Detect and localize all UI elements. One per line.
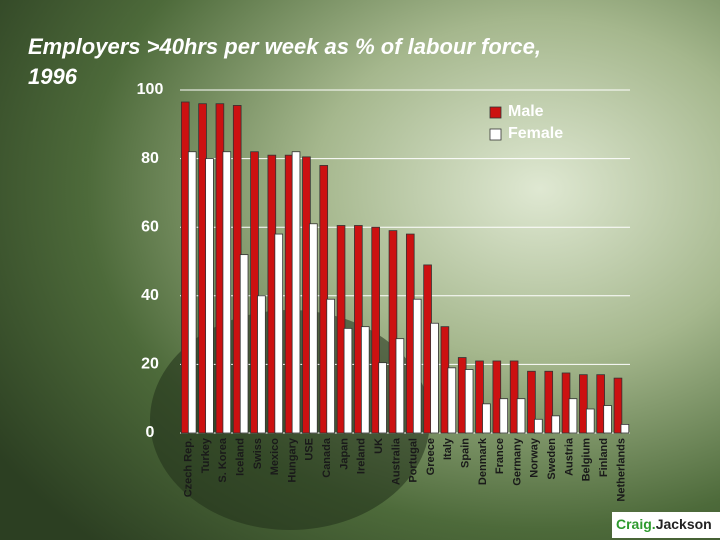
x-tick-label: Hungary xyxy=(286,437,298,483)
y-tick-label: 60 xyxy=(141,218,159,235)
bar xyxy=(499,398,509,434)
x-tick-label: Czech Rep. xyxy=(183,438,195,497)
legend-swatch xyxy=(489,128,502,141)
bar xyxy=(371,226,380,434)
bar xyxy=(585,408,595,434)
bar xyxy=(464,369,474,434)
bar xyxy=(551,415,560,434)
logo: Craig.Jackson xyxy=(616,516,712,532)
bar xyxy=(343,327,353,434)
x-tick-label: Sweden xyxy=(546,438,558,480)
bar xyxy=(205,158,214,434)
x-tick-label: Germany xyxy=(511,437,523,486)
bar xyxy=(274,233,284,434)
bar xyxy=(239,254,249,434)
x-tick-label: Iceland xyxy=(234,438,246,476)
bar xyxy=(482,403,491,434)
bar xyxy=(291,151,301,434)
legend-label: Female xyxy=(508,125,563,142)
x-tick-label: Canada xyxy=(321,437,333,478)
bar xyxy=(360,326,370,434)
x-tick-label: Finland xyxy=(598,438,610,477)
bar xyxy=(509,360,519,434)
bar xyxy=(568,398,578,434)
logo-box xyxy=(612,512,720,538)
x-tick-label: Mexico xyxy=(269,438,281,476)
bar xyxy=(620,424,630,434)
bar xyxy=(596,374,605,434)
x-tick-label: Ireland xyxy=(356,438,368,474)
y-tick-label: 0 xyxy=(146,424,155,441)
x-tick-label: Italy xyxy=(442,437,454,460)
bar xyxy=(613,377,623,434)
bar xyxy=(257,295,266,434)
bar xyxy=(326,298,335,434)
legend-label: Male xyxy=(508,103,544,120)
logo-second: Jackson xyxy=(656,516,712,532)
x-tick-label: S. Korea xyxy=(217,437,229,483)
y-tick-label: 20 xyxy=(141,356,159,373)
x-tick-label: Belgium xyxy=(581,438,593,482)
bar xyxy=(492,360,502,434)
x-tick-label: USE xyxy=(304,438,316,461)
bar xyxy=(579,374,588,434)
x-tick-label: Greece xyxy=(425,438,437,475)
y-tick-label: 100 xyxy=(137,81,164,98)
x-tick-label: Australia xyxy=(390,437,402,485)
bar xyxy=(534,418,543,434)
legend-swatch xyxy=(489,106,502,119)
logo-first: Craig. xyxy=(616,516,656,532)
bar xyxy=(603,405,612,434)
x-tick-label: Spain xyxy=(459,438,471,468)
x-tick-label: UK xyxy=(373,438,385,454)
bar xyxy=(516,398,526,434)
y-tick-label: 80 xyxy=(141,150,159,167)
x-tick-label: Swiss xyxy=(252,438,264,469)
bar xyxy=(412,298,422,434)
bar xyxy=(527,370,536,434)
bar xyxy=(388,230,398,434)
x-tick-label: Portugal xyxy=(408,438,420,483)
bar xyxy=(222,151,232,434)
x-tick-label: France xyxy=(494,438,506,474)
bar xyxy=(187,151,197,434)
x-tick-label: Austria xyxy=(563,437,575,476)
x-tick-label: Turkey xyxy=(200,437,212,473)
x-tick-label: Norway xyxy=(529,437,541,478)
bar xyxy=(395,338,405,434)
y-tick-label: 40 xyxy=(141,287,159,304)
bar xyxy=(309,223,318,434)
x-tick-label: Netherlands xyxy=(615,438,627,502)
bar xyxy=(475,360,484,434)
bar xyxy=(250,151,259,434)
x-tick-label: Denmark xyxy=(477,437,489,485)
bar xyxy=(447,367,457,434)
bar xyxy=(378,362,387,434)
x-tick-label: Japan xyxy=(338,438,350,470)
bar xyxy=(544,370,554,434)
bar xyxy=(430,322,439,434)
chart-title: Employers >40hrs per week as % of labour… xyxy=(28,34,541,89)
